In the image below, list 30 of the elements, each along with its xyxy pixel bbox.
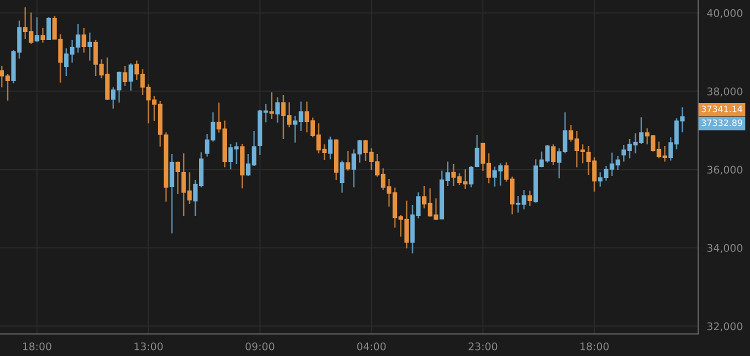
candlestick <box>346 150 350 172</box>
x-tick-label: 18:00 <box>580 342 609 350</box>
x-tick-label: 23:00 <box>468 342 498 350</box>
candlestick <box>474 134 480 168</box>
x-tick-label: 18:00 <box>23 342 52 350</box>
candlestick <box>40 27 46 44</box>
x-tick-label: 09:00 <box>246 342 274 350</box>
candlestick <box>551 144 556 166</box>
text: 37332.89 <box>702 119 742 126</box>
candlestick <box>128 62 134 92</box>
y-tick-label: 36,000 <box>707 166 742 175</box>
candlestick <box>34 16 40 42</box>
y-tick-label: 32,000 <box>707 322 742 332</box>
y-tick-label: 40,000 <box>707 9 742 18</box>
x-tick-label: 13:00 <box>134 342 163 350</box>
candlestick <box>528 190 532 207</box>
y-tick-label: 34,000 <box>707 244 742 253</box>
text: 37341.14 <box>702 106 742 112</box>
y-tick-label: 38,000 <box>707 87 742 96</box>
candlestick <box>46 16 51 41</box>
candlestick <box>82 27 86 54</box>
candlestick <box>468 165 474 188</box>
candlestick <box>269 92 274 120</box>
candlestick <box>176 160 180 195</box>
candlestick <box>340 160 344 194</box>
candlestick <box>275 96 280 124</box>
x-tick-label: 04:00 <box>357 342 386 350</box>
candlestick <box>88 32 92 62</box>
candlestick <box>122 65 128 87</box>
candlestick <box>328 136 333 160</box>
